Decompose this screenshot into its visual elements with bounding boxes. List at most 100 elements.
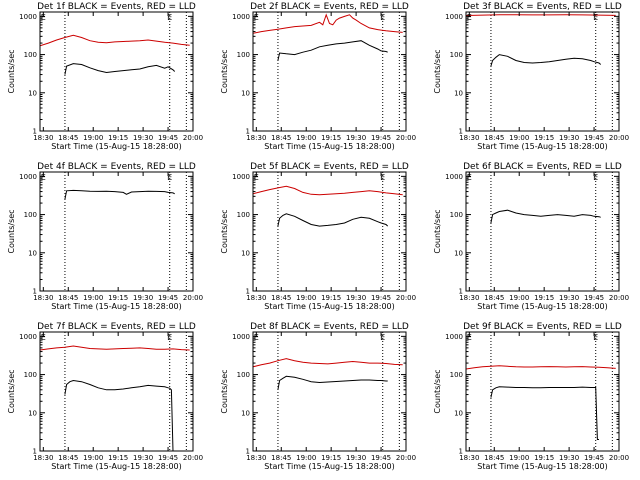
y-tick-label: 10 <box>454 249 463 257</box>
x-tick-label: 18:30 <box>246 294 266 302</box>
panel-title: Det 1f BLACK = Events, RED = LLD <box>37 2 196 12</box>
series-line-events <box>64 379 174 451</box>
panel-title: Det 4f BLACK = Events, RED = LLD <box>37 162 196 172</box>
x-axis-label: Start Time (15-Aug-15 18:28:00) <box>264 302 395 311</box>
x-tick-label: 20:00 <box>183 454 203 462</box>
y-tick-label: 1000 <box>19 173 37 181</box>
x-tick-label: 20:00 <box>396 294 416 302</box>
series-line-lld <box>40 345 190 351</box>
y-tick-label: 1 <box>459 288 463 296</box>
series-line-events <box>277 40 388 61</box>
panel-title: Det 5f BLACK = Events, RED = LLD <box>250 162 409 172</box>
y-tick-label: 1 <box>459 128 463 136</box>
x-tick-label: 19:30 <box>559 134 579 142</box>
x-tick-label: 19:15 <box>108 294 128 302</box>
x-tick-label: 19:15 <box>108 134 128 142</box>
y-tick-label: 100 <box>237 211 250 219</box>
x-tick-label: 18:30 <box>33 454 53 462</box>
x-tick-label: 19:15 <box>321 134 341 142</box>
x-tick-label: 19:00 <box>83 454 103 462</box>
x-tick-label: 20:00 <box>183 294 203 302</box>
x-tick-label: 20:00 <box>609 294 629 302</box>
x-tick-label: 19:00 <box>296 294 316 302</box>
panel-title: Det 8f BLACK = Events, RED = LLD <box>250 322 409 332</box>
event-marker-label: E <box>254 173 259 182</box>
event-marker-label: E <box>167 173 172 182</box>
y-tick-label: 100 <box>237 371 250 379</box>
series-line-events <box>277 375 388 390</box>
series-line-lld <box>466 14 616 16</box>
event-marker-label: E <box>254 333 259 342</box>
series-line-lld <box>253 358 403 368</box>
x-axis-label: Start Time (15-Aug-15 18:28:00) <box>264 462 395 471</box>
plot-frame <box>39 171 194 292</box>
x-axis-label: Start Time (15-Aug-15 18:28:00) <box>477 142 608 151</box>
x-tick-label: 19:00 <box>509 454 529 462</box>
x-tick-label: 18:45 <box>271 294 291 302</box>
y-tick-label: 10 <box>28 409 37 417</box>
y-axis-label: Counts/sec <box>433 369 442 413</box>
x-tick-label: 19:30 <box>346 134 366 142</box>
x-tick-label: 19:45 <box>371 134 391 142</box>
y-tick-label: 100 <box>24 51 37 59</box>
panel-title: Det 3f BLACK = Events, RED = LLD <box>463 2 622 12</box>
detector-panel-2: Det 2f BLACK = Events, RED = LLD 18:30 18:… <box>220 2 416 151</box>
panel-title: Det 9f BLACK = Events, RED = LLD <box>463 322 622 332</box>
detector-panel-7: Det 7f BLACK = Events, RED = LLD 18:30 18:… <box>7 322 203 471</box>
x-tick-label: 19:45 <box>371 454 391 462</box>
panel-title: Det 7f BLACK = Events, RED = LLD <box>37 322 196 332</box>
y-tick-label: 100 <box>450 371 463 379</box>
event-marker-label: E <box>593 13 598 22</box>
x-tick-label: 19:30 <box>346 454 366 462</box>
plot-frame <box>465 331 620 452</box>
y-tick-label: 10 <box>241 89 250 97</box>
x-tick-label: 19:00 <box>296 454 316 462</box>
x-tick-label: 18:45 <box>484 454 504 462</box>
x-tick-label: 19:45 <box>584 294 604 302</box>
event-marker-label: E <box>254 13 259 22</box>
x-tick-label: 19:30 <box>559 454 579 462</box>
series-line-events <box>64 63 176 75</box>
x-tick-label: 18:30 <box>459 134 479 142</box>
event-marker-label: E <box>380 173 385 182</box>
y-tick-label: 1000 <box>445 13 463 21</box>
x-tick-label: 18:45 <box>271 454 291 462</box>
y-tick-label: 10 <box>454 89 463 97</box>
y-axis-label: Counts/sec <box>7 49 16 93</box>
x-tick-label: 19:15 <box>108 454 128 462</box>
x-tick-label: 18:30 <box>459 294 479 302</box>
x-tick-label: 19:15 <box>321 454 341 462</box>
x-tick-label: 19:45 <box>158 294 178 302</box>
x-tick-label: 19:00 <box>509 134 529 142</box>
x-tick-label: 18:30 <box>246 454 266 462</box>
y-tick-label: 100 <box>237 51 250 59</box>
series-line-events <box>490 54 602 67</box>
plot-frame <box>252 171 407 292</box>
x-tick-label: 19:45 <box>584 134 604 142</box>
y-tick-label: 1000 <box>232 13 250 21</box>
y-tick-label: 100 <box>24 211 37 219</box>
detector-panel-3: Det 3f BLACK = Events, RED = LLD 18:30 18:… <box>433 2 629 151</box>
series-line-lld <box>40 34 190 47</box>
x-axis-label: Start Time (15-Aug-15 18:28:00) <box>51 302 182 311</box>
detector-panel-5: Det 5f BLACK = Events, RED = LLD 18:30 18:… <box>220 162 416 311</box>
series-line-events <box>490 209 601 224</box>
x-tick-label: 18:45 <box>271 134 291 142</box>
y-tick-label: 1 <box>246 128 250 136</box>
y-tick-label: 1000 <box>232 333 250 341</box>
event-marker-label: E <box>41 13 46 22</box>
x-tick-label: 20:00 <box>396 454 416 462</box>
event-marker-label: E <box>380 333 385 342</box>
plot-frame <box>465 11 620 132</box>
y-tick-label: 10 <box>241 249 250 257</box>
y-axis-label: Counts/sec <box>220 49 229 93</box>
y-axis-label: Counts/sec <box>220 209 229 253</box>
y-axis-label: Counts/sec <box>433 209 442 253</box>
event-marker-label: E <box>41 173 46 182</box>
y-tick-label: 1000 <box>19 13 37 21</box>
y-tick-label: 1 <box>246 288 250 296</box>
x-tick-label: 18:30 <box>246 134 266 142</box>
series-line-events <box>277 213 389 227</box>
y-tick-label: 100 <box>450 211 463 219</box>
